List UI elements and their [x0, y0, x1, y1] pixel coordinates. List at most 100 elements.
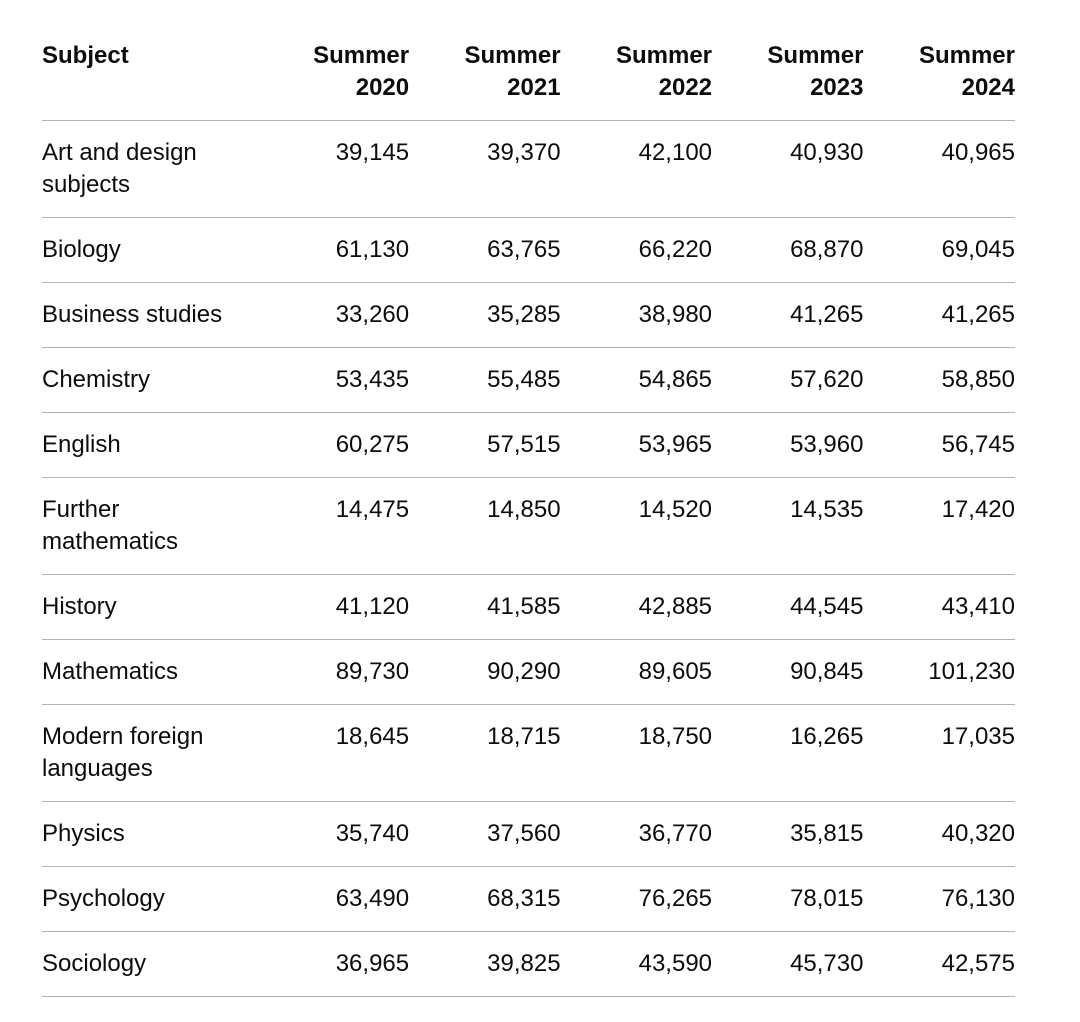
header-season-label: Summer — [464, 42, 561, 69]
header-year-label: 2024 — [961, 74, 1015, 101]
value-cell: 36,770 — [560, 801, 713, 867]
table-row-mathematics: Mathematics 89,730 90,290 89,605 90,845 … — [42, 639, 1015, 705]
table-row-business-studies: Business studies 33,260 35,285 38,980 41… — [42, 282, 1015, 348]
value-cell: 54,865 — [560, 347, 713, 413]
value-cell: 39,370 — [409, 120, 561, 218]
value-cell: 45,730 — [712, 931, 864, 997]
value-cell: 35,285 — [409, 282, 561, 348]
subject-cell: Modern foreign languages — [42, 704, 258, 802]
value-cell: 89,730 — [257, 639, 410, 705]
table-row-art-and-design: Art and design subjects 39,145 39,370 42… — [42, 120, 1015, 218]
value-cell: 53,435 — [257, 347, 410, 413]
value-cell: 37,560 — [409, 801, 561, 867]
value-cell: 53,960 — [712, 412, 864, 478]
value-cell: 61,130 — [257, 217, 410, 283]
column-header-summer-2024: Summer 2024 — [863, 40, 1015, 121]
value-cell: 16,265 — [712, 704, 864, 802]
header-season-label: Summer — [313, 42, 410, 69]
value-cell: 43,410 — [863, 574, 1015, 640]
table-row-further-mathematics: Further mathematics 14,475 14,850 14,520… — [42, 477, 1015, 575]
column-header-subject: Subject — [42, 40, 258, 121]
value-cell: 41,120 — [257, 574, 410, 640]
table-row-sociology: Sociology 36,965 39,825 43,590 45,730 42… — [42, 931, 1015, 997]
table-row-history: History 41,120 41,585 42,885 44,545 43,4… — [42, 574, 1015, 640]
value-cell: 55,485 — [409, 347, 561, 413]
value-cell: 63,490 — [257, 866, 410, 932]
subject-cell: English — [42, 412, 258, 478]
subject-cell: Business studies — [42, 282, 258, 348]
value-cell: 40,320 — [863, 801, 1015, 867]
value-cell: 41,265 — [863, 282, 1015, 348]
header-season-label: Summer — [767, 42, 864, 69]
header-year-label: 2022 — [658, 74, 713, 101]
value-cell: 63,765 — [409, 217, 561, 283]
value-cell: 90,845 — [712, 639, 864, 705]
header-row: Subject Summer 2020 Summer 2021 Summer 2… — [42, 40, 1015, 121]
column-header-summer-2022: Summer 2022 — [560, 40, 713, 121]
subject-cell: Psychology — [42, 866, 258, 932]
value-cell: 90,290 — [409, 639, 561, 705]
subject-cell: Art and design subjects — [42, 120, 258, 218]
header-season-label: Summer — [918, 42, 1015, 69]
value-cell: 40,965 — [863, 120, 1015, 218]
value-cell: 58,850 — [863, 347, 1015, 413]
value-cell: 78,015 — [712, 866, 864, 932]
value-cell: 39,145 — [257, 120, 410, 218]
subject-cell: History — [42, 574, 258, 640]
value-cell: 43,590 — [560, 931, 713, 997]
value-cell: 18,645 — [257, 704, 410, 802]
value-cell: 14,520 — [560, 477, 713, 575]
subject-cell: Mathematics — [42, 639, 258, 705]
header-year-label: 2023 — [810, 74, 864, 101]
value-cell: 57,515 — [409, 412, 561, 478]
value-cell: 14,535 — [712, 477, 864, 575]
column-header-summer-2023: Summer 2023 — [712, 40, 864, 121]
value-cell: 44,545 — [712, 574, 864, 640]
table-row-chemistry: Chemistry 53,435 55,485 54,865 57,620 58… — [42, 347, 1015, 413]
subject-entries-table: Subject Summer 2020 Summer 2021 Summer 2… — [42, 40, 1015, 997]
table-row-physics: Physics 35,740 37,560 36,770 35,815 40,3… — [42, 801, 1015, 867]
value-cell: 18,750 — [560, 704, 713, 802]
value-cell: 68,870 — [712, 217, 864, 283]
value-cell: 36,965 — [257, 931, 410, 997]
header-season-label: Summer — [615, 42, 713, 69]
subject-cell: Further mathematics — [42, 477, 258, 575]
value-cell: 41,265 — [712, 282, 864, 348]
value-cell: 76,130 — [863, 866, 1015, 932]
table-row-modern-foreign-languages: Modern foreign languages 18,645 18,715 1… — [42, 704, 1015, 802]
value-cell: 40,930 — [712, 120, 864, 218]
value-cell: 35,815 — [712, 801, 864, 867]
value-cell: 60,275 — [257, 412, 410, 478]
value-cell: 14,475 — [257, 477, 410, 575]
value-cell: 14,850 — [409, 477, 561, 575]
value-cell: 101,230 — [863, 639, 1015, 705]
value-cell: 68,315 — [409, 866, 561, 932]
value-cell: 17,420 — [863, 477, 1015, 575]
value-cell: 33,260 — [257, 282, 410, 348]
value-cell: 66,220 — [560, 217, 713, 283]
subject-cell: Physics — [42, 801, 258, 867]
header-year-label: 2020 — [355, 74, 410, 101]
value-cell: 38,980 — [560, 282, 713, 348]
value-cell: 42,885 — [560, 574, 713, 640]
value-cell: 56,745 — [863, 412, 1015, 478]
value-cell: 69,045 — [863, 217, 1015, 283]
value-cell: 35,740 — [257, 801, 410, 867]
table-row-english: English 60,275 57,515 53,965 53,960 56,7… — [42, 412, 1015, 478]
value-cell: 89,605 — [560, 639, 713, 705]
value-cell: 18,715 — [409, 704, 561, 802]
header-year-label: 2021 — [507, 74, 561, 101]
value-cell: 42,575 — [863, 931, 1015, 997]
value-cell: 39,825 — [409, 931, 561, 997]
subject-cell: Biology — [42, 217, 258, 283]
column-header-summer-2021: Summer 2021 — [409, 40, 561, 121]
table-row-biology: Biology 61,130 63,765 66,220 68,870 69,0… — [42, 217, 1015, 283]
value-cell: 17,035 — [863, 704, 1015, 802]
table-row-psychology: Psychology 63,490 68,315 76,265 78,015 7… — [42, 866, 1015, 932]
subject-cell: Sociology — [42, 931, 258, 997]
column-header-summer-2020: Summer 2020 — [257, 40, 410, 121]
value-cell: 42,100 — [560, 120, 713, 218]
value-cell: 57,620 — [712, 347, 864, 413]
value-cell: 53,965 — [560, 412, 713, 478]
